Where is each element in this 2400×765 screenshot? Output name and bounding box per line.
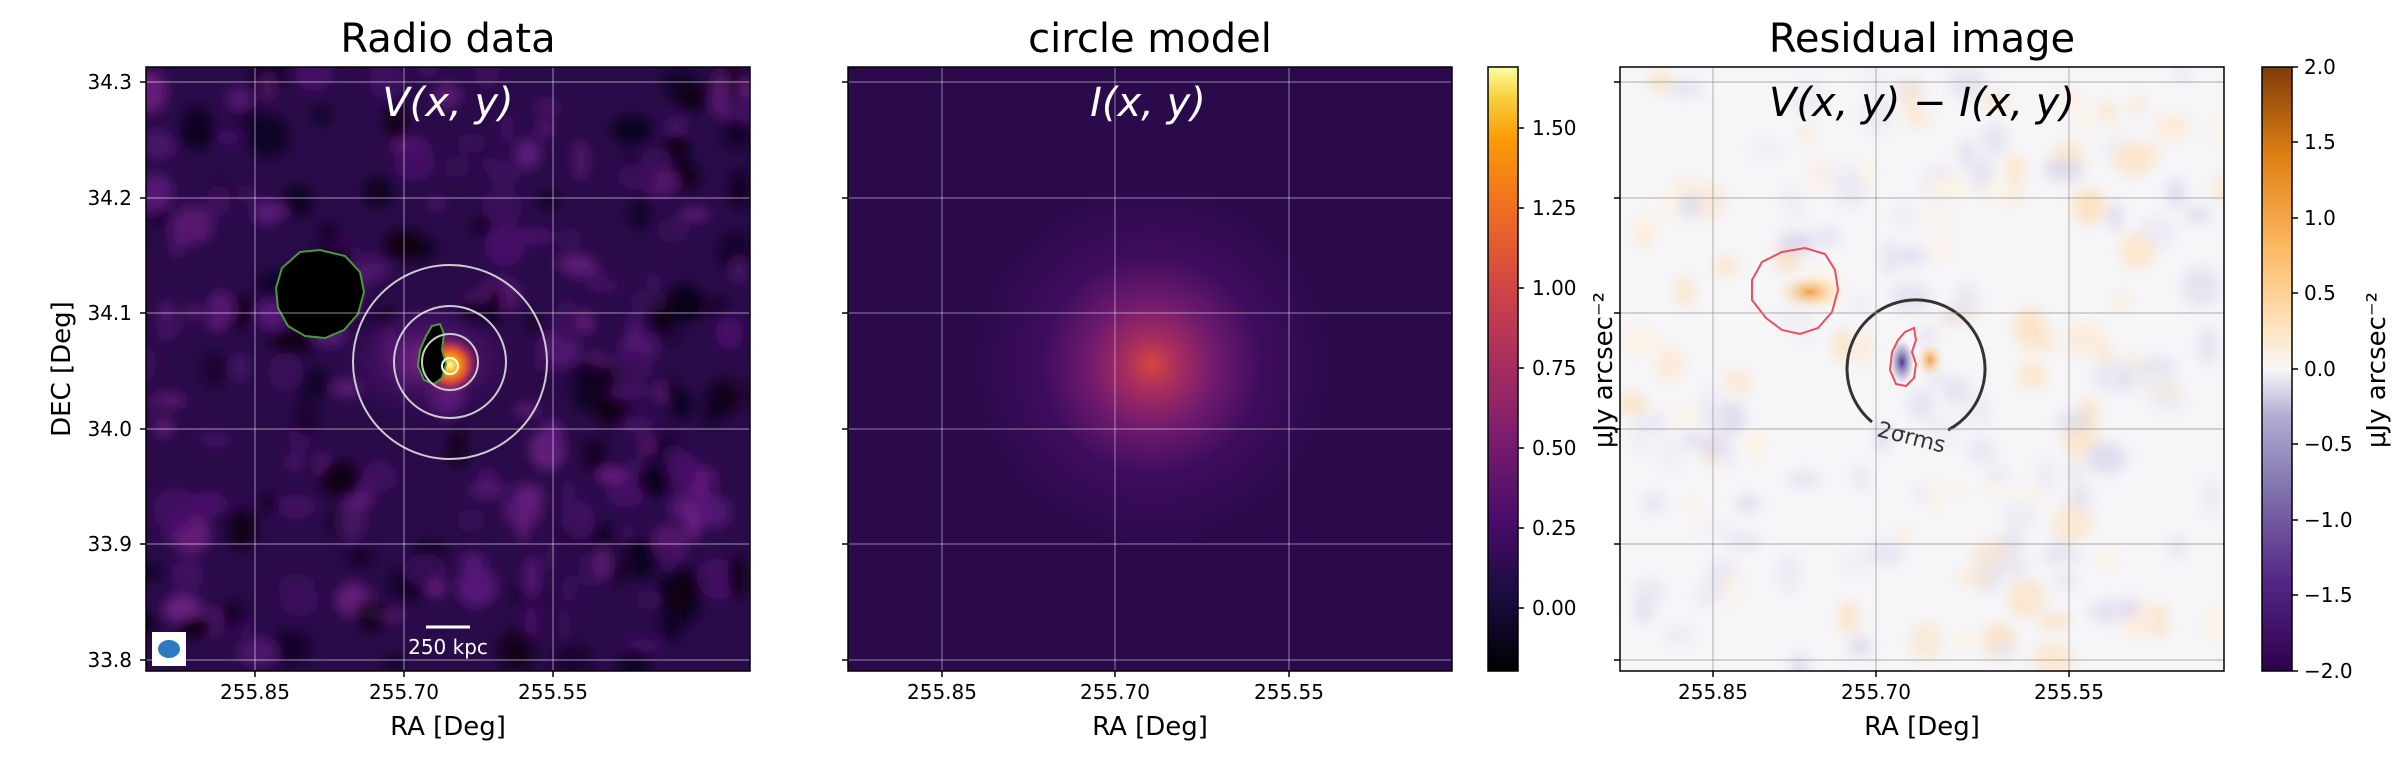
ytick-label: 33.8: [87, 648, 132, 672]
ytick-label: 34.2: [87, 186, 132, 210]
xtick-label: 255.85: [220, 680, 290, 704]
scale-bar-label: 250 kpc: [408, 635, 488, 659]
xtick-label: 255.55: [2034, 680, 2104, 704]
colorbar-label: μJy arcsec⁻²: [1589, 292, 1619, 448]
xtick-label: 255.70: [1080, 680, 1150, 704]
xtick-label: 255.85: [1678, 680, 1748, 704]
residual-contour-2sigma: [1845, 298, 1987, 432]
panel-1-overlay: V(x, y): [382, 80, 513, 126]
colorbar-tick: 1.5: [2304, 130, 2336, 154]
panel-residual-image: 2σrms V(x, y) − I(x, y) Residual image: [1614, 16, 2225, 742]
ring-outer: [352, 264, 548, 460]
panel-circle-model: I(x, y) circle model 255.85 255.70 255.5…: [842, 16, 1453, 742]
colorbar-tick: 1.50: [1532, 116, 1577, 140]
ytick-label: 34.0: [87, 417, 132, 441]
panel-3-overlay: V(x, y) − I(x, y): [1769, 80, 2075, 126]
ytick-label: 34.3: [87, 70, 132, 94]
panel-radio-data: 250 kpc V(x, y) Radio data 34.3 34.2 34.…: [47, 16, 751, 742]
ring-inner: [421, 333, 479, 391]
xtick-label: 255.85: [907, 680, 977, 704]
model-gaussian: [967, 180, 1337, 550]
colorbar-tick: 0.75: [1532, 356, 1577, 380]
colorbar-tick: 0.25: [1532, 516, 1577, 540]
colorbar-label: μJy arcsec⁻²: [2362, 292, 2392, 448]
colorbar-tick: 0.0: [2304, 357, 2336, 381]
panel-2-overlay: I(x, y): [1090, 80, 1206, 126]
colorbar-tick: 1.25: [1532, 196, 1577, 220]
x-axis-label: RA [Deg]: [1092, 712, 1208, 742]
colorbar-tick: 2.0: [2304, 55, 2336, 79]
xtick-label: 255.55: [1254, 680, 1324, 704]
colorbar-residual: 2.0 1.5 1.0 0.5 0.0 −0.5 −1.0 −1.5 −2.0 …: [2261, 55, 2392, 683]
x-axis-label: RA [Deg]: [390, 712, 506, 742]
xtick-label: 255.55: [518, 680, 588, 704]
residual-contour-core: [1888, 326, 1918, 388]
xtick-label: 255.70: [1841, 680, 1911, 704]
ytick-label: 34.1: [87, 301, 132, 325]
colorbar-tick: 0.00: [1532, 596, 1577, 620]
beam-indicator: [152, 632, 186, 666]
mask-region-left: [274, 248, 366, 340]
colorbar-tick: 1.00: [1532, 276, 1577, 300]
mask-region-core: [416, 322, 448, 386]
x-axis-label: RA [Deg]: [1864, 712, 1980, 742]
colorbar-model: 1.50 1.25 1.00 0.75 0.50 0.25 0.00 μJy a…: [1487, 66, 1619, 672]
colorbar-tick: 0.50: [1532, 436, 1577, 460]
colorbar-tick: −0.5: [2304, 432, 2353, 456]
colorbar-tick: 1.0: [2304, 206, 2336, 230]
ytick-label: 33.9: [87, 532, 132, 556]
panel-2-title: circle model: [1028, 16, 1272, 62]
colorbar-tick: −1.5: [2304, 583, 2353, 607]
panel-1-title: Radio data: [340, 16, 555, 62]
colorbar-tick: 0.5: [2304, 281, 2336, 305]
panel-3-title: Residual image: [1769, 16, 2075, 62]
ring-middle: [393, 305, 507, 419]
residual-contour-left: [1751, 246, 1840, 336]
colorbar-tick: −2.0: [2304, 659, 2353, 683]
colorbar-tick: −1.0: [2304, 508, 2353, 532]
xtick-label: 255.70: [369, 680, 439, 704]
y-axis-label: DEC [Deg]: [47, 301, 77, 437]
